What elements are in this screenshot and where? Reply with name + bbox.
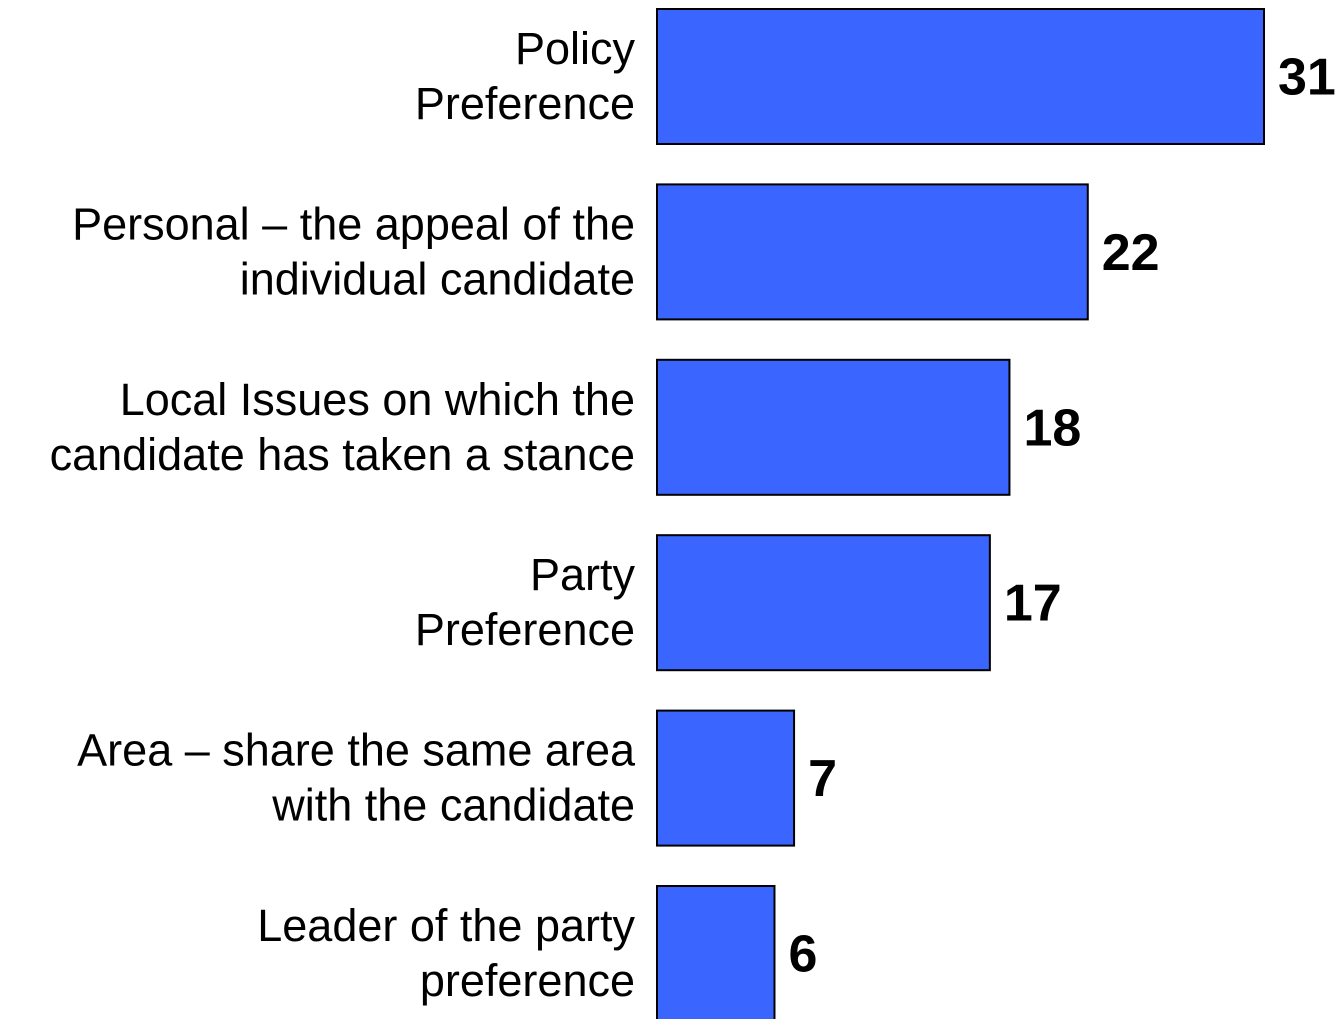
value-label-2: 18 [1023, 399, 1081, 457]
category-label-4: Area – share the same area with the candi… [77, 725, 636, 831]
bar-4 [656, 709, 796, 847]
value-label-1: 22 [1102, 224, 1160, 282]
category-label-4-line-0: Area – share the same area [77, 725, 636, 776]
category-label-3: Party Preference [415, 549, 636, 655]
category-label-5-line-1: preference [420, 955, 635, 1006]
value-label-4: 7 [808, 750, 837, 808]
category-label-1-line-0: Personal – the appeal of the [72, 198, 635, 249]
category-label-5-line-0: Leader of the party [257, 900, 635, 951]
bar-3 [656, 534, 991, 672]
category-label-5: Leader of the party preference [257, 900, 635, 1006]
bar-5 [656, 885, 776, 1019]
bar-2 [656, 358, 1011, 496]
value-label-5: 6 [788, 926, 817, 984]
category-label-1: Personal – the appeal of the individual c… [72, 198, 635, 304]
value-label-3: 17 [1004, 575, 1062, 633]
category-label-2: Local Issues on which the candidate has t… [50, 374, 635, 480]
category-label-3-line-0: Party [530, 549, 636, 600]
category-label-2-line-1: candidate has taken a stance [50, 429, 635, 480]
bars-group [656, 8, 1265, 1019]
value-label-0: 31 [1278, 49, 1336, 107]
category-label-2-line-0: Local Issues on which the [120, 374, 635, 425]
category-label-3-line-1: Preference [415, 604, 635, 655]
bar-1 [656, 183, 1089, 321]
category-label-4-line-1: with the candidate [271, 780, 635, 831]
category-label-0: Policy Preference [415, 23, 636, 129]
category-label-0-line-0: Policy [515, 23, 636, 74]
category-label-1-line-1: individual candidate [240, 253, 635, 304]
category-label-0-line-1: Preference [415, 78, 635, 129]
bar-0 [656, 8, 1265, 145]
value-labels-group: 31 22 18 17 7 6 [788, 49, 1335, 984]
